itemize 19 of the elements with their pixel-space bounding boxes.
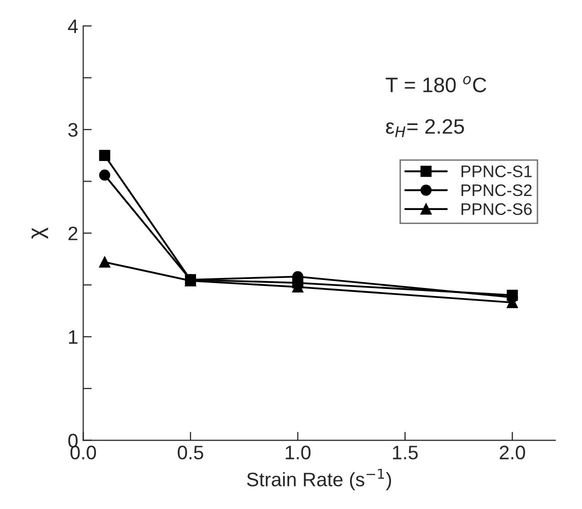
annotation: T = 180 $^{o}$C [386,76,486,92]
legend-label: PPNC-S6 [462,203,532,216]
y-axis-title: χ [32,228,48,239]
y-tick-label: 1 [69,330,78,344]
annotation: ε$_{H}$= 2.25 [386,119,464,138]
x-tick-label: 1.0 [286,446,311,460]
x-tick-label: 1.5 [393,446,418,460]
point [99,150,110,161]
y-tick-label: 4 [68,20,78,34]
legend-label: PPNC-S2 [462,184,532,196]
point [99,170,110,181]
x-tick-label: 2.0 [500,446,526,460]
point [99,256,110,268]
x-tick-label: 0.0 [70,446,96,460]
y-tick-label: 3 [68,123,78,137]
x-tick-label: 0.5 [178,446,204,460]
legend-label: PPNC-S1 [462,165,532,178]
x-axis-title: Strain Rate (s$^{−1}$) [247,468,392,490]
y-tick-label: 2 [68,226,78,240]
